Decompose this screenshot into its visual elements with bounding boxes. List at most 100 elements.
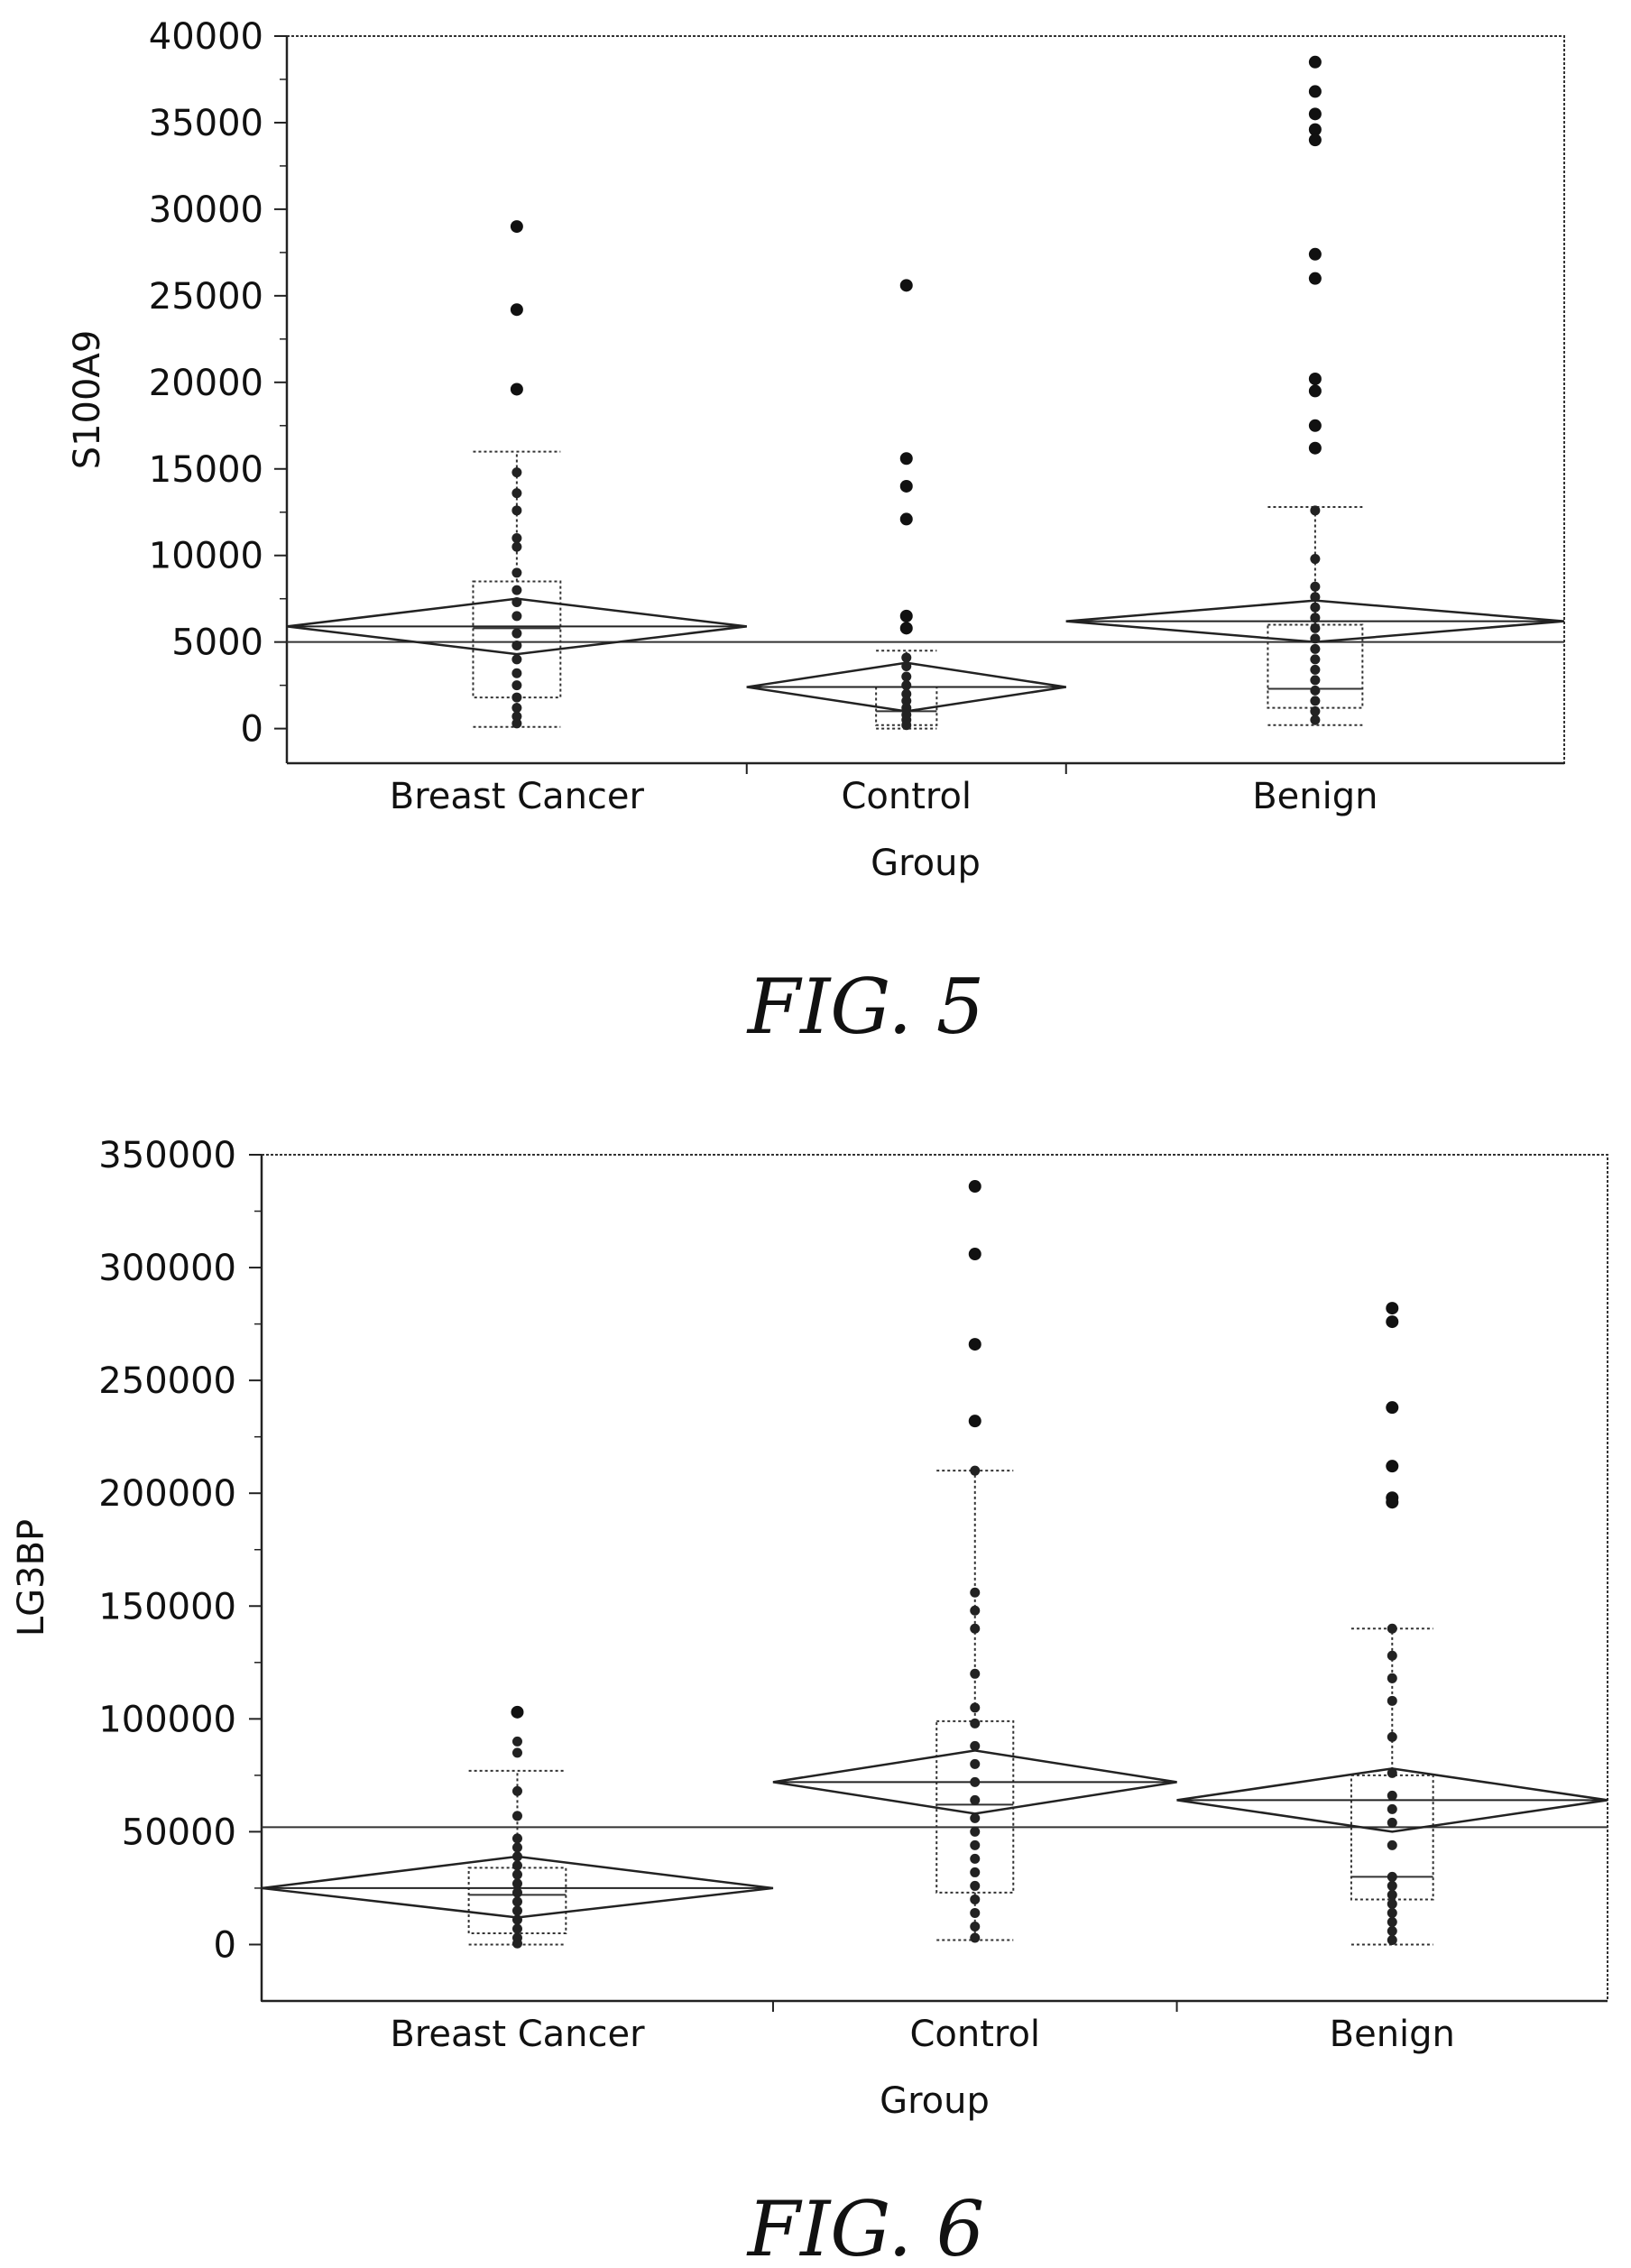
data-point [1310,602,1321,613]
data-point [1387,1817,1397,1828]
chart-fig5: 0 5000 10000 15000 20000 25000 30000 35000 40000… [67,16,1565,1051]
data-point [1387,1839,1397,1850]
y-tick-label: 40000 [149,16,263,58]
outlier-point [899,452,913,466]
data-point [511,1736,522,1747]
y-tick-label: 15000 [149,449,263,491]
data-point [970,1718,981,1729]
data-point [901,720,912,731]
data-point [1310,581,1321,592]
data-point [901,696,912,706]
outlier-point [1308,55,1322,69]
data-point [970,1812,981,1823]
data-point [511,1785,522,1796]
data-point [1387,1898,1397,1909]
outlier-point [899,622,913,635]
outlier-point [510,220,523,234]
data-point [901,652,912,663]
group-control [746,279,1066,731]
data-point [511,1923,522,1934]
data-point [1310,705,1321,716]
outlier-point [968,1248,981,1261]
data-point [511,1896,522,1907]
x-tick-label: Control [841,776,972,817]
group-benign [1065,55,1565,726]
outlier-point [1386,1460,1399,1473]
plot-frame [261,1154,1608,2002]
y-tick-label: 20000 [149,363,263,404]
outlier-point [1308,85,1322,98]
data-point [511,628,522,639]
data-point [511,567,522,578]
outlier-point [899,279,913,292]
data-point [970,1587,981,1598]
data-point [901,703,912,714]
data-point [1387,1767,1397,1778]
data-point [970,1668,981,1679]
y-tick-label: 0 [241,709,263,751]
data-point [901,680,912,691]
data-point [970,1907,981,1918]
data-point [970,1623,981,1634]
data-point [511,1851,522,1862]
group-benign [1176,1302,1608,1946]
outlier-point [510,303,523,317]
data-point [1310,554,1321,565]
data-point [970,1776,981,1787]
data-point [970,1867,981,1877]
data-point [1310,654,1321,665]
data-point [511,1833,522,1844]
outlier-point [1308,441,1322,455]
data-point [970,1605,981,1616]
outlier-point [899,479,913,493]
x-axis-title: Group [880,2080,990,2122]
data-point [511,533,522,544]
data-point [1387,1803,1397,1814]
data-point [1310,633,1321,644]
figure-caption: FIG. 6 [746,2185,984,2268]
x-tick-label: Benign [1252,776,1378,817]
data-point [970,1880,981,1891]
outlier-point [1386,1401,1399,1415]
outlier-point [1308,384,1322,398]
y-tick-label: 300000 [98,1248,236,1289]
data-point [901,688,912,699]
y-tick-label: 350000 [98,1135,236,1176]
data-point [511,711,522,722]
data-point [970,1826,981,1837]
data-point [1310,715,1321,725]
data-point [511,1878,522,1889]
data-point [1387,1650,1397,1661]
y-tick-label: 50000 [122,1812,236,1853]
outlier-point [968,1180,981,1194]
box [1267,623,1364,709]
data-point [1310,592,1321,603]
data-point [511,692,522,703]
y-tick-label: 100000 [98,1699,236,1740]
data-point [970,1740,981,1751]
data-point [1387,1695,1397,1706]
data-point [1387,1731,1397,1742]
outlier-point [899,512,913,526]
y-tick-label: 250000 [98,1360,236,1402]
data-point [511,585,522,595]
outlier-point [1308,419,1322,432]
outlier-point [1308,247,1322,261]
outlier-point [899,609,913,622]
outlier-point [511,1705,524,1719]
x-tick-label: Benign [1330,2014,1455,2055]
data-point [511,703,522,714]
outlier-point [1308,372,1322,385]
data-point [1387,1790,1397,1801]
data-point [1310,696,1321,706]
y-tick-label: 0 [214,1924,236,1966]
data-point [1387,1925,1397,1936]
data-point [1310,675,1321,686]
y-tick-label: 35000 [149,103,263,144]
outlier-point [1308,134,1322,147]
outlier-point [968,1415,981,1428]
data-point [511,718,522,729]
x-tick-label: Control [909,2014,1040,2055]
data-point [901,661,912,672]
